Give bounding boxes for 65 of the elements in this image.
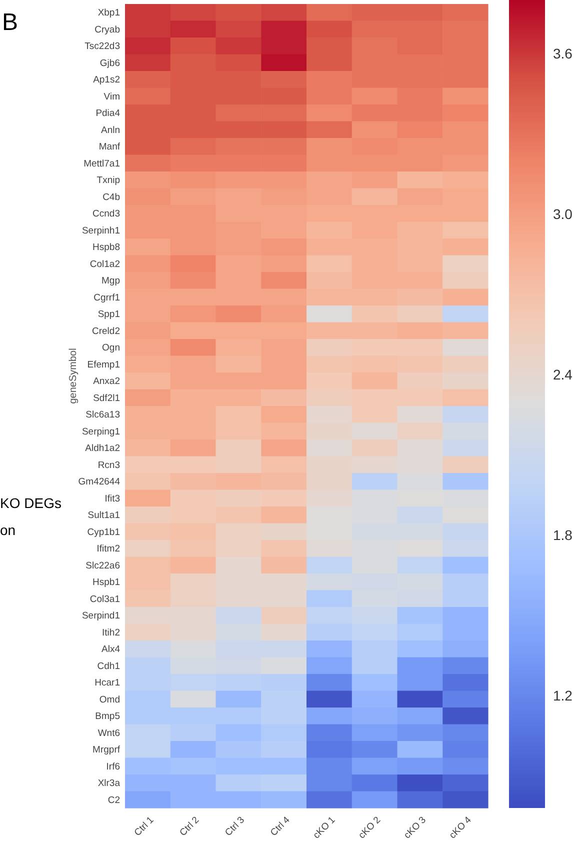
x-tick-label: cKO 4: [447, 814, 474, 842]
y-tick-label: Xbp1: [98, 8, 120, 19]
y-tick-label: Slc6a13: [86, 410, 120, 421]
y-tick-label: Cryab: [94, 24, 120, 36]
y-tick-label: Serpinh1: [82, 225, 120, 236]
y-axis-title: geneSymbol: [68, 348, 79, 404]
y-tick-label: C4b: [102, 192, 120, 203]
y-tick-label: Pdia4: [96, 108, 120, 120]
text: KO DEGs: [0, 494, 62, 511]
y-tick-label: Txnip: [96, 175, 120, 186]
text: on: [0, 522, 16, 538]
y-tick-label: Vim: [104, 91, 120, 102]
y-tick-label: Manf: [98, 142, 120, 153]
y-tick-label: Alx4: [102, 644, 120, 656]
y-tick-label: Serpind1: [82, 610, 120, 622]
y-tick-label: Spp1: [98, 309, 120, 320]
y-tick-label: Rcn3: [98, 460, 120, 471]
y-tick-label: Gm42644: [78, 476, 120, 488]
y-tick-label: Cdh1: [97, 660, 120, 672]
text: B: [2, 9, 18, 36]
y-tick-label: Irf6: [106, 761, 120, 772]
x-tick-label: cKO 3: [402, 814, 428, 842]
y-tick-label: Anxa2: [93, 376, 120, 388]
y-tick-label: Ccnd3: [92, 208, 120, 220]
y-tick-label: Bmp5: [95, 711, 120, 722]
color-bar-label: 3.6: [553, 45, 573, 62]
y-tick-label: Sdf2l1: [93, 392, 120, 404]
x-tick-label: Ctrl 1: [132, 814, 156, 839]
y-tick-label: Hcar1: [94, 678, 120, 689]
y-tick-label: Ifitm2: [96, 544, 120, 555]
x-tick-label: Ctrl 3: [223, 814, 247, 839]
y-tick-label: Col3a1: [90, 594, 120, 605]
y-tick-label: Mettl7a1: [84, 158, 120, 170]
color-bar-label: 3.0: [553, 206, 573, 222]
y-tick-label: C2: [108, 794, 120, 806]
y-tick-label: Ogn: [102, 342, 120, 354]
y-tick-label: Sult1a1: [88, 510, 120, 522]
y-tick-label: Serping1: [82, 426, 120, 438]
y-tick-label: Ifit3: [104, 493, 120, 504]
y-tick-label: Mgp: [102, 276, 120, 287]
y-tick-label: Efemp1: [87, 359, 120, 370]
y-tick-label: Creld2: [92, 326, 120, 337]
y-tick-label: Hspb8: [92, 242, 120, 254]
x-tick-label: Ctrl 2: [178, 814, 202, 839]
y-tick-label: Hspb1: [92, 577, 120, 588]
color-bar-label: 2.4: [553, 366, 573, 382]
y-tick-label: Gjb6: [100, 58, 120, 69]
y-tick-label: Itih2: [102, 627, 120, 638]
y-tick-label: Mrgprf: [92, 744, 120, 756]
y-tick-label: Xlr3a: [98, 778, 121, 790]
y-tick-label: Slc22a6: [86, 560, 120, 572]
y-tick-label: Ap1s2: [93, 74, 120, 86]
color-bar-label: 1.2: [553, 688, 573, 704]
y-tick-label: Tsc22d3: [84, 41, 120, 52]
y-tick-label: Wnt6: [98, 728, 120, 739]
y-tick-label: Omd: [99, 694, 120, 706]
x-tick-label: cKO 2: [356, 814, 384, 842]
y-tick-label: Cgrrf1: [94, 292, 120, 304]
y-tick-label: Aldh1a2: [85, 443, 120, 454]
color-bar-label: 1.8: [553, 527, 573, 543]
x-tick-label: Ctrl 4: [268, 814, 292, 839]
y-tick-label: Col1a2: [90, 258, 120, 270]
x-tick-label: cKO 1: [311, 814, 338, 842]
y-tick-label: Cyp1b1: [87, 526, 120, 538]
y-tick-label: Anln: [100, 124, 120, 136]
